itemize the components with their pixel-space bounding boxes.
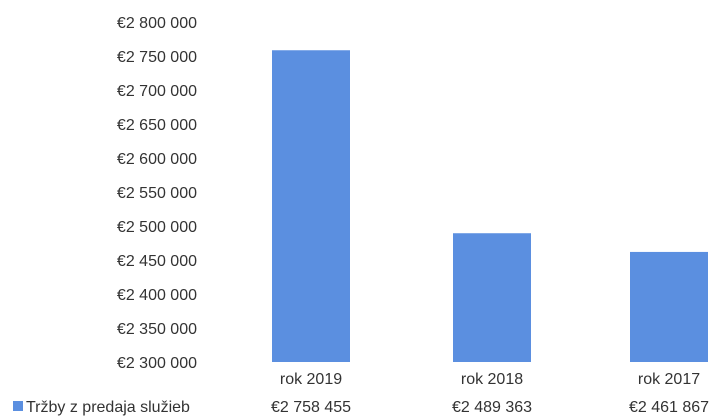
- y-tick-label: €2 300 000: [117, 355, 197, 372]
- bar-rok-2019: [272, 50, 350, 362]
- x-category-label: rok 2017: [638, 371, 700, 388]
- bar-rok-2018: [453, 233, 531, 362]
- y-tick-label: €2 700 000: [117, 83, 197, 100]
- y-tick-label: €2 600 000: [117, 151, 197, 168]
- data-table-value: €2 461 867: [629, 399, 709, 416]
- data-table-value: €2 758 455: [271, 399, 351, 416]
- x-axis: rok 2019 rok 2018 rok 2017: [280, 371, 700, 388]
- data-table-row: Tržby z predaja služieb €2 758 455 €2 489 …: [13, 399, 709, 416]
- data-table-value: €2 489 363: [452, 399, 532, 416]
- y-tick-label: €2 500 000: [117, 219, 197, 236]
- y-tick-label: €2 450 000: [117, 253, 197, 270]
- y-tick-label: €2 750 000: [117, 49, 197, 66]
- bar-rok-2017: [630, 251, 708, 362]
- y-tick-label: €2 650 000: [117, 117, 197, 134]
- x-category-label: rok 2018: [461, 371, 523, 388]
- y-axis: €2 300 000 €2 350 000 €2 400 000 €2 450 000…: [117, 15, 197, 372]
- y-tick-label: €2 800 000: [117, 15, 197, 32]
- legend-series-name: Tržby z predaja služieb: [26, 399, 190, 416]
- y-tick-label: €2 400 000: [117, 287, 197, 304]
- x-category-label: rok 2019: [280, 371, 342, 388]
- bars: [272, 50, 708, 362]
- y-tick-label: €2 350 000: [117, 321, 197, 338]
- legend-swatch: [13, 401, 23, 411]
- y-tick-label: €2 550 000: [117, 185, 197, 202]
